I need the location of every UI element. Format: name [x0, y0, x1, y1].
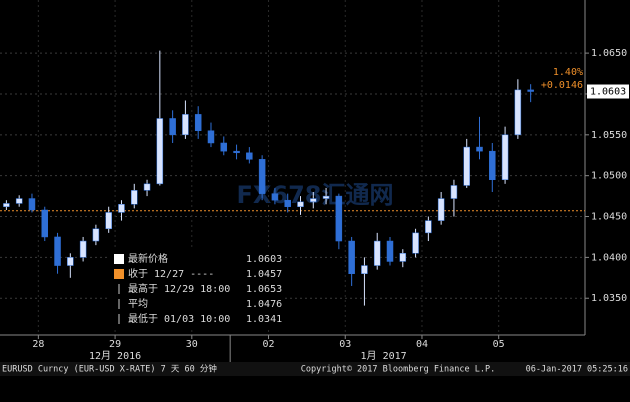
candle-body — [3, 203, 10, 207]
candle-body — [399, 253, 407, 262]
candle-body — [412, 232, 419, 254]
candle-body — [156, 118, 164, 185]
legend-icon — [114, 269, 124, 279]
legend-value: 1.0341 — [246, 314, 282, 325]
footer-bar — [0, 362, 630, 376]
y-tick-label: 1.0500 — [591, 171, 627, 182]
candle-body — [335, 195, 343, 242]
candle-body — [348, 240, 355, 274]
footer-left: EURUSD Curncy (EUR-USD X-RATE) 7 天 60 分钟 — [2, 364, 217, 375]
candle-body — [297, 201, 304, 207]
legend-label: 最高于 12/29 18:00 — [128, 282, 230, 295]
candle-body — [54, 236, 61, 266]
candle-body — [169, 118, 176, 136]
candle-body — [131, 190, 138, 205]
candle-body — [233, 150, 240, 154]
change-pct: 1.40% — [553, 67, 583, 78]
legend-icon — [114, 254, 124, 264]
candle-body — [322, 195, 330, 199]
candle-body — [463, 146, 470, 186]
x-tick-label: 28 — [32, 339, 44, 350]
candle-body — [284, 199, 291, 207]
y-tick-label: 1.0350 — [591, 293, 627, 304]
candle-body — [79, 240, 87, 258]
y-tick-label: 1.0400 — [591, 252, 627, 263]
candle-body — [67, 257, 74, 266]
x-tick-label: 05 — [493, 339, 505, 350]
candle-body — [220, 142, 228, 152]
legend-value: 1.0457 — [246, 269, 282, 280]
candle-body — [361, 265, 368, 274]
legend-label: 收于 12/27 ---- — [128, 267, 214, 280]
candle-body — [476, 146, 483, 152]
last-price: 1.0603 — [590, 87, 626, 98]
candle-body — [105, 212, 112, 230]
candle-body — [28, 198, 36, 211]
candle-body — [143, 183, 151, 191]
candle-body — [501, 134, 509, 181]
candle-body — [386, 240, 394, 262]
candle-body — [271, 193, 279, 201]
candle-body — [118, 204, 125, 213]
x-tick-label: 03 — [339, 339, 351, 350]
legend-value: 1.0476 — [246, 299, 282, 310]
candle-body — [310, 198, 317, 203]
y-tick-label: 1.0550 — [591, 130, 627, 141]
candle-body — [207, 130, 215, 144]
candle-body — [41, 209, 49, 238]
last-price-box — [587, 84, 629, 99]
candle-body — [489, 150, 496, 181]
legend-label: 平均 — [128, 298, 148, 310]
candle-body — [425, 220, 432, 234]
month-label: 12月 2016 — [89, 350, 141, 362]
candle-body — [514, 89, 522, 136]
y-tick-label: 1.0650 — [591, 48, 627, 59]
candle-body — [450, 185, 458, 199]
candle-body — [258, 159, 266, 194]
x-tick-label: 02 — [263, 339, 275, 350]
legend-label: 最低于 01/03 10:00 — [128, 312, 230, 325]
x-tick-label: 29 — [109, 339, 121, 350]
candle-body — [373, 240, 381, 266]
candle-body — [246, 152, 253, 160]
month-label: 1月 2017 — [361, 350, 407, 362]
candle-body — [92, 228, 100, 242]
footer-center: Copyright© 2017 Bloomberg Finance L.P. — [301, 365, 495, 375]
x-tick-label: 30 — [186, 339, 198, 350]
legend-label: 最新价格 — [128, 252, 168, 265]
x-tick-label: 04 — [416, 339, 428, 350]
legend-value: 1.0603 — [246, 254, 282, 265]
candle-body — [194, 114, 202, 131]
legend-box — [108, 250, 284, 329]
change: +0.0146 — [541, 80, 583, 91]
legend-value: 1.0653 — [246, 284, 282, 295]
candle-body — [437, 198, 445, 221]
candle-body — [527, 89, 534, 92]
candle-body — [15, 198, 23, 204]
candle-body — [182, 114, 189, 136]
y-tick-label: 1.0450 — [591, 212, 627, 223]
footer-right: 06-Jan-2017 05:25:16 — [526, 365, 628, 375]
